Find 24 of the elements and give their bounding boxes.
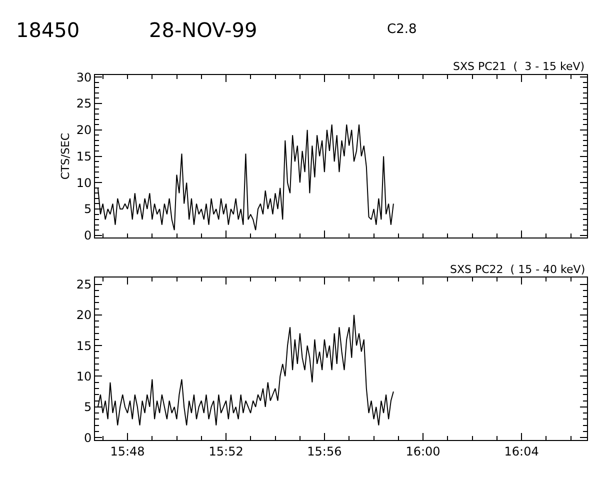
y-tick-label: 0 <box>84 228 92 243</box>
y-axis-title: CTS/SEC <box>58 132 72 180</box>
y-tick-label: 10 <box>76 369 92 384</box>
x-tick-label: 16:00 <box>406 444 440 458</box>
y-tick-label: 15 <box>76 338 92 353</box>
text: C2.8 <box>387 22 417 37</box>
text: 28-NOV-99 <box>149 18 258 42</box>
x-tick-label: 15:52 <box>208 444 244 458</box>
y-tick-label: 30 <box>76 70 92 84</box>
y-tick-label: 0 <box>84 430 92 445</box>
x-tick-label: 15:56 <box>307 444 342 458</box>
y-tick-label: 5 <box>84 202 92 216</box>
y-tick-label: 20 <box>76 308 92 322</box>
y-tick-label: 10 <box>76 176 92 190</box>
y-tick-label: 20 <box>76 123 92 138</box>
chart-subtitle: SXS PC21 ( 3 - 15 keV) <box>453 60 585 73</box>
y-tick-label: 25 <box>76 96 92 111</box>
chart-subtitle: SXS PC22 ( 15 - 40 keV) <box>450 263 586 276</box>
x-tick-label: 16:04 <box>504 444 539 458</box>
y-tick-label: 15 <box>76 149 92 164</box>
y-tick-label: 5 <box>84 400 92 414</box>
y-tick-label: 25 <box>76 277 92 292</box>
x-tick-label: 15:48 <box>110 444 145 458</box>
chart-title: 18450 <box>16 18 80 42</box>
